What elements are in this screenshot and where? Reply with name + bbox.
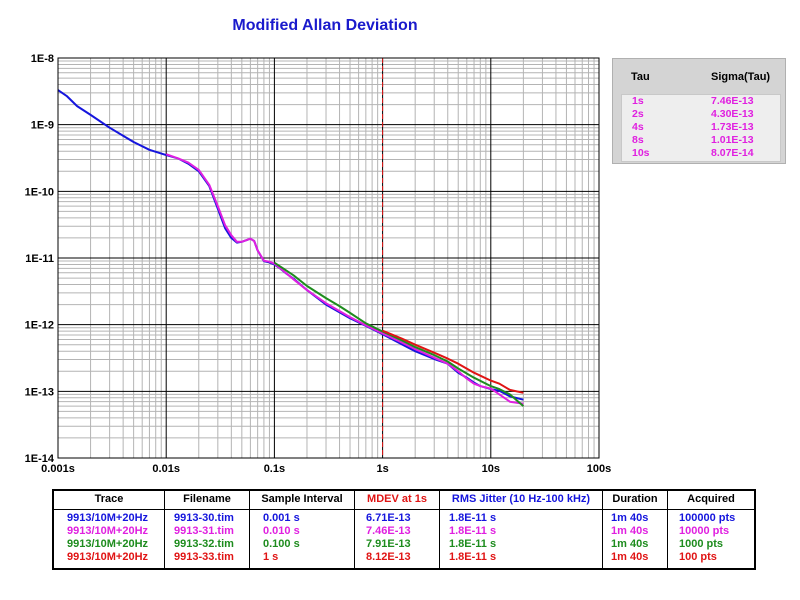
header-sample-interval: Sample Interval: [261, 493, 343, 505]
x-tick-label: 10s: [482, 463, 500, 475]
y-tick-label: 1E-10: [25, 186, 54, 198]
sigma-column-header: Sigma(Tau): [711, 71, 771, 83]
filename: 9913-33.tim: [174, 551, 234, 563]
header-filename: Filename: [183, 493, 231, 505]
rms-jitter: 1.8E-11 s: [449, 538, 497, 550]
y-tick-label: 1E-11: [25, 253, 54, 265]
chart-title: Modified Allan Deviation: [232, 17, 418, 34]
column-divider: [354, 491, 355, 568]
tau-sigma-list[interactable]: 1s 7.46E-13 2s 4.30E-13 4s 1.73E-13 8s 1.01E…: [621, 94, 781, 162]
series-line-2: [165, 153, 524, 405]
filename: 9913-31.tim: [174, 525, 234, 537]
filename: 9913-30.tim: [174, 512, 234, 524]
x-tick-label: 100s: [587, 463, 611, 475]
y-tick-label: 1E-8: [31, 53, 54, 65]
series-lines: [57, 89, 525, 407]
legend-row-red: 9913/10M+20Hz 9913-33.tim 1 s 8.12E-13 1…: [54, 551, 754, 564]
rms-jitter: 1.8E-11 s: [449, 551, 497, 563]
column-divider: [667, 491, 668, 568]
sample-interval: 0.100 s: [263, 538, 300, 550]
tick-labels: 0.001s 0.01s 0.1s 1s 10s 100s 1E-8 1E-9 1E-10 1E-…: [25, 53, 612, 475]
duration: 1m 40s: [611, 551, 649, 563]
rms-jitter: 1.8E-11 s: [449, 512, 497, 524]
tau-sigma-panel: Tau Sigma(Tau) 1s 7.46E-13 2s 4.30E-13 4s 1…: [612, 58, 786, 164]
list-item[interactable]: 2s 4.30E-13: [632, 108, 754, 120]
duration: 1m 40s: [611, 538, 649, 550]
column-divider: [249, 491, 250, 568]
list-item[interactable]: 10s 8.07E-14: [632, 147, 754, 159]
header-acquired: Acquired: [687, 493, 735, 505]
header-rms-jitter: RMS Jitter (10 Hz-100 kHz): [451, 493, 591, 505]
grid: [57, 57, 600, 459]
list-item[interactable]: 1s 7.46E-13: [632, 95, 754, 107]
duration: 1m 40s: [611, 525, 649, 537]
legend-header-row: Trace Filename Sample Interval MDEV at 1…: [54, 491, 754, 510]
plot-frame: [57, 57, 600, 459]
header-duration: Duration: [612, 493, 658, 505]
trace-name: 9913/10M+20Hz: [67, 538, 149, 550]
sample-interval: 1 s: [263, 551, 279, 563]
legend-row-magenta: 9913/10M+20Hz 9913-31.tim 0.010 s 7.46E-…: [54, 525, 754, 538]
acquired: 100000 pts: [679, 512, 736, 524]
list-item[interactable]: 4s 1.73E-13: [632, 121, 754, 133]
trace-name: 9913/10M+20Hz: [67, 512, 149, 524]
series-line-1: [57, 89, 524, 401]
rms-jitter: 1.8E-11 s: [449, 525, 497, 537]
mdev-value: 6.71E-13: [366, 512, 411, 524]
mdev-value: 8.12E-13: [366, 551, 411, 563]
header-trace: Trace: [94, 493, 124, 505]
y-tick-label: 1E-13: [25, 386, 54, 398]
y-tick-label: 1E-14: [25, 453, 55, 465]
duration: 1m 40s: [611, 512, 649, 524]
x-tick-label: 0.01s: [152, 463, 180, 475]
column-divider: [602, 491, 603, 568]
tau-column-header: Tau: [631, 71, 650, 83]
x-tick-label: 1s: [376, 463, 388, 475]
y-tick-label: 1E-12: [25, 320, 54, 332]
mdev-value: 7.91E-13: [366, 538, 411, 550]
column-divider: [439, 491, 440, 568]
x-tick-label: 0.001s: [41, 463, 75, 475]
acquired: 1000 pts: [679, 538, 724, 550]
filename: 9913-32.tim: [174, 538, 234, 550]
list-item[interactable]: 8s 1.01E-13: [632, 134, 754, 146]
legend-row-green: 9913/10M+20Hz 9913-32.tim 0.100 s 7.91E-…: [54, 538, 754, 551]
trace-legend-table: Trace Filename Sample Interval MDEV at 1…: [52, 489, 756, 570]
trace-name: 9913/10M+20Hz: [67, 525, 149, 537]
mdev-value: 7.46E-13: [366, 525, 411, 537]
legend-row-blue: 9913/10M+20Hz 9913-30.tim 0.001 s 6.71E-…: [54, 512, 754, 525]
acquired: 100 pts: [679, 551, 717, 563]
y-tick-label: 1E-9: [31, 120, 54, 132]
series-line-4: [382, 329, 524, 394]
header-mdev: MDEV at 1s: [367, 493, 427, 505]
series-line-3: [273, 261, 525, 407]
trace-name: 9913/10M+20Hz: [67, 551, 149, 563]
x-tick-label: 0.1s: [264, 463, 285, 475]
column-divider: [164, 491, 165, 568]
sample-interval: 0.001 s: [263, 512, 300, 524]
acquired: 10000 pts: [679, 525, 730, 537]
sample-interval: 0.010 s: [263, 525, 300, 537]
